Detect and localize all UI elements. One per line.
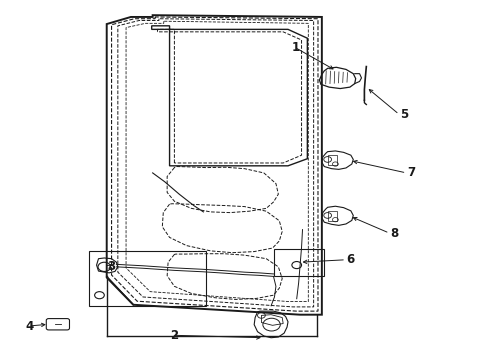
Text: 8: 8 xyxy=(389,227,398,240)
Text: 4: 4 xyxy=(25,320,33,333)
Text: 2: 2 xyxy=(170,329,178,342)
Text: 6: 6 xyxy=(346,253,354,266)
Text: 1: 1 xyxy=(290,41,299,54)
Text: 7: 7 xyxy=(407,166,414,179)
Text: 3: 3 xyxy=(107,260,115,273)
Text: 5: 5 xyxy=(399,108,407,121)
